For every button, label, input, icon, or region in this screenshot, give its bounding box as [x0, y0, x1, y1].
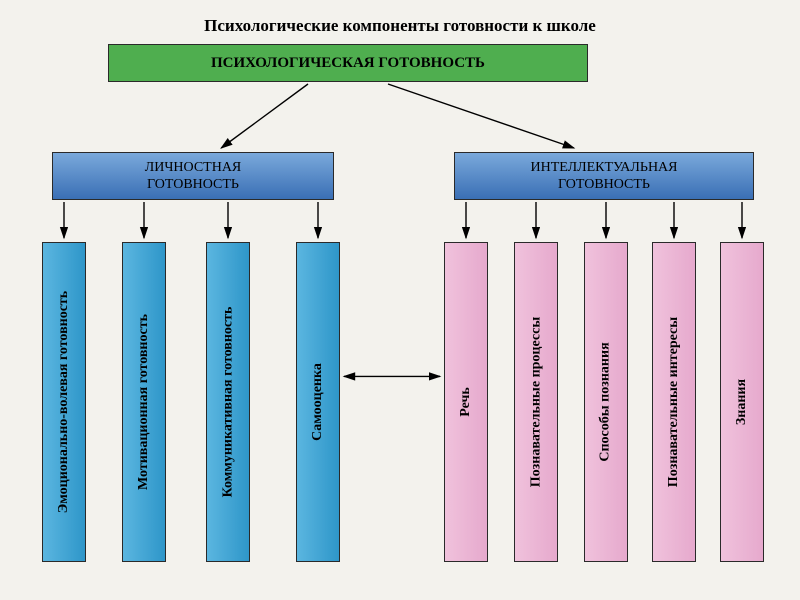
root-label: ПСИХОЛОГИЧЕСКАЯ ГОТОВНОСТЬ [211, 55, 485, 72]
leaf-right: Познавательные процессы [514, 242, 558, 562]
branch-left-label: ЛИЧНОСТНАЯГОТОВНОСТЬ [145, 159, 242, 194]
leaf-label: Познавательные интересы [666, 317, 682, 487]
leaf-label: Коммуникативная готовность [220, 307, 236, 498]
diagram-title: Психологические компоненты готовности к … [0, 0, 800, 36]
leaf-label: Познавательные процессы [528, 317, 544, 488]
leaf-right: Способы познания [584, 242, 628, 562]
leaf-label: Самооценка [310, 363, 326, 441]
branch-left: ЛИЧНОСТНАЯГОТОВНОСТЬ [52, 152, 334, 200]
leaf-label: Способы познания [598, 342, 614, 461]
leaf-left: Эмоционально-волевая готовность [42, 242, 86, 562]
leaf-label: Эмоционально-волевая готовность [56, 291, 72, 513]
leaf-left: Самооценка [296, 242, 340, 562]
leaf-right: Речь [444, 242, 488, 562]
branch-right: ИНТЕЛЛЕКТУАЛЬНАЯГОТОВНОСТЬ [454, 152, 754, 200]
leaf-left: Коммуникативная готовность [206, 242, 250, 562]
root-node: ПСИХОЛОГИЧЕСКАЯ ГОТОВНОСТЬ [108, 44, 588, 82]
leaf-label: Знания [734, 379, 750, 425]
leaf-label: Речь [458, 387, 474, 417]
branch-right-label: ИНТЕЛЛЕКТУАЛЬНАЯГОТОВНОСТЬ [530, 159, 677, 194]
leaf-right: Познавательные интересы [652, 242, 696, 562]
leaf-label: Мотивационная готовность [136, 314, 152, 490]
leaf-left: Мотивационная готовность [122, 242, 166, 562]
leaf-right: Знания [720, 242, 764, 562]
